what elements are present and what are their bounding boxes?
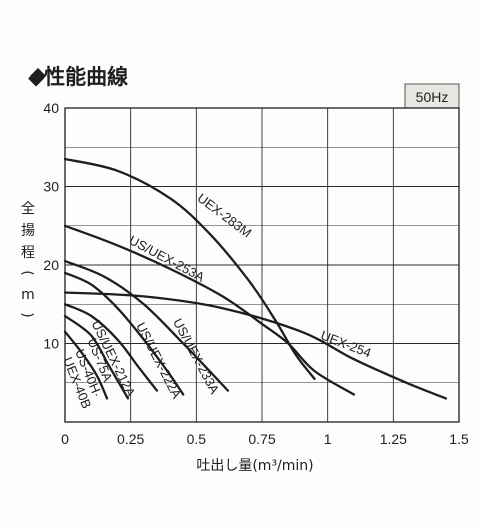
x-tick-label: 0.25 [117, 431, 144, 447]
y-axis-label-char: ) [19, 312, 35, 317]
curve-label-0: UEX-283M [195, 190, 255, 240]
y-axis-label-char: 程 [21, 245, 35, 261]
curve-label-1: US/UEX-253A [127, 232, 208, 284]
curve-5 [63, 303, 159, 392]
x-tick-label: 1.25 [380, 431, 407, 447]
x-tick-label: 0.5 [187, 431, 207, 447]
y-tick-label: 10 [43, 336, 59, 352]
x-tick-label: 1 [324, 431, 332, 447]
x-tick-label: 0 [61, 431, 69, 447]
curve-6 [63, 314, 130, 400]
y-axis-label-char: 全 [21, 200, 35, 217]
frequency-badge: 50Hz [404, 83, 460, 109]
y-tick-label: 30 [43, 179, 59, 195]
plot-grid [64, 107, 460, 423]
curve-4 [63, 271, 185, 396]
y-axis-label-char: ( [19, 270, 35, 275]
y-tick-label: 20 [43, 257, 59, 273]
y-axis-label-char: m [21, 287, 35, 303]
curve-7 [63, 330, 109, 400]
y-axis-label: 全揚程 ( m) [19, 200, 35, 318]
curve-0 [63, 157, 316, 380]
y-axis-label-char: 揚 [21, 222, 35, 239]
curve-1 [63, 224, 356, 396]
x-tick-label: 1.5 [449, 431, 469, 447]
y-tick-label: 40 [43, 100, 59, 116]
chart-title-group: ◆性能曲線 [28, 65, 128, 89]
curves [63, 157, 448, 400]
chart-title: ◆性能曲線 [28, 65, 128, 89]
curve-3 [63, 259, 230, 392]
curve-2 [63, 291, 448, 400]
frequency-badge-label: 50Hz [416, 89, 449, 105]
x-tick-label: 0.75 [248, 431, 275, 447]
y-axis-ticks: 10 20 30 40 [43, 100, 59, 352]
x-axis-label: 吐出し量(m³/min) [196, 458, 313, 474]
diamond-bullet-icon [30, 68, 46, 84]
x-axis-ticks: 0 0.25 0.5 0.75 1 1.25 1.5 [61, 431, 469, 447]
